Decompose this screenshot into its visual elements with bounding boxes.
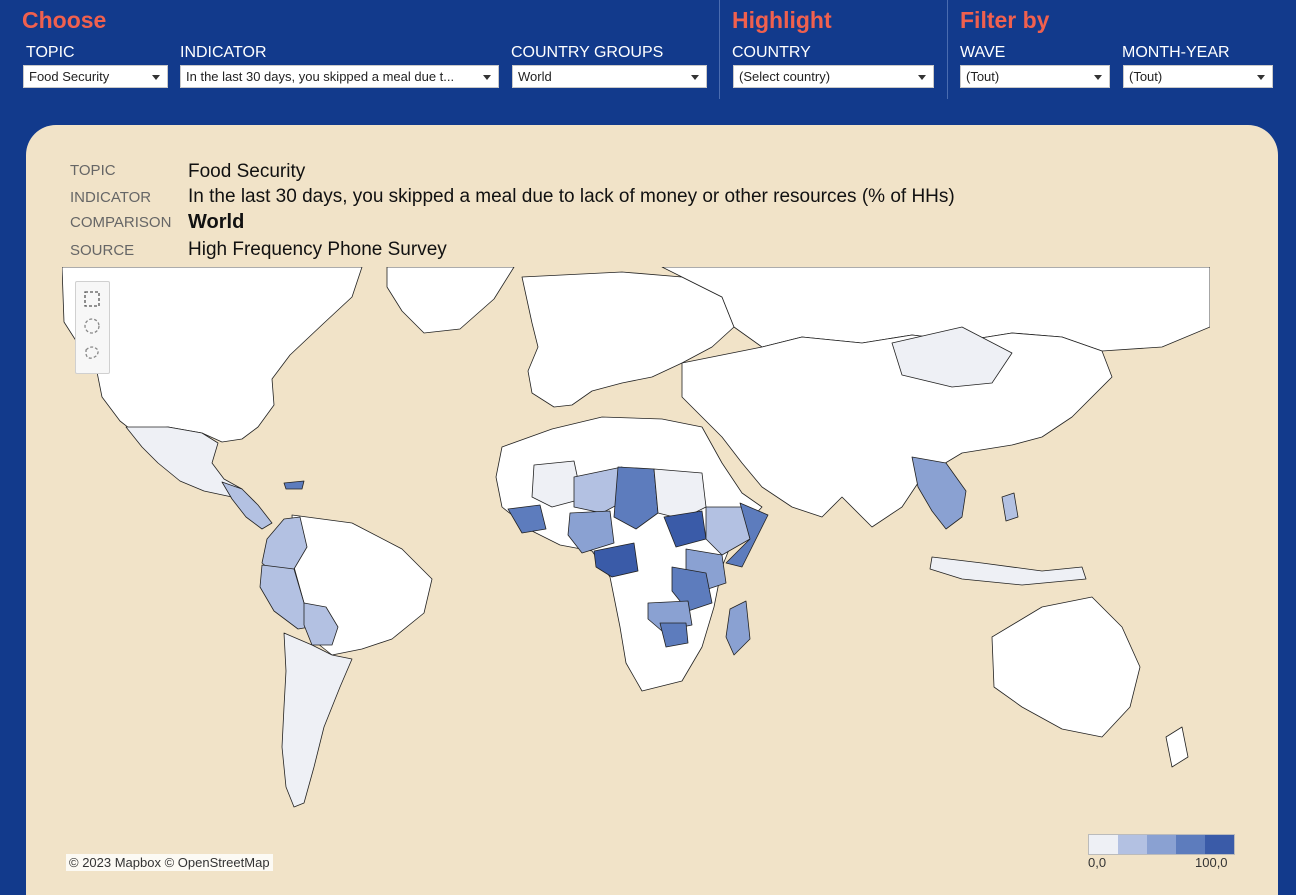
world-map[interactable] <box>61 266 1211 837</box>
info-comparison-value: World <box>188 211 245 233</box>
region-ethiopia <box>705 506 751 556</box>
region-zimbabwe <box>659 622 689 648</box>
region-mali <box>531 460 583 508</box>
month-year-label: MONTH-YEAR <box>1122 44 1230 61</box>
country-groups-label: COUNTRY GROUPS <box>511 44 664 61</box>
topic-label: TOPIC <box>26 44 75 61</box>
region-tanzania <box>671 566 713 612</box>
section-divider <box>719 0 720 99</box>
chevron-down-icon <box>152 75 160 80</box>
lasso-select-icon[interactable] <box>83 344 101 362</box>
legend-swatch <box>1089 835 1118 854</box>
color-legend <box>1088 834 1235 855</box>
month-year-dropdown-value: (Tout) <box>1129 69 1163 84</box>
topic-dropdown-value: Food Security <box>29 69 110 84</box>
country-dropdown[interactable]: (Select country) <box>733 65 934 88</box>
legend-swatch <box>1147 835 1176 854</box>
region-philippines <box>1001 492 1019 522</box>
info-source-value: High Frequency Phone Survey <box>188 239 447 260</box>
region-somalia <box>725 502 769 568</box>
chevron-down-icon <box>1257 75 1265 80</box>
region-mongolia <box>891 326 1013 388</box>
info-topic-key: TOPIC <box>70 162 116 179</box>
region-argentina-chile <box>281 632 353 808</box>
region-bolivia-paraguay <box>303 602 339 646</box>
wave-label: WAVE <box>960 44 1006 61</box>
rectangle-select-icon[interactable] <box>83 290 101 308</box>
region-nigeria <box>567 510 615 554</box>
legend-swatch <box>1118 835 1147 854</box>
legend-swatch <box>1176 835 1205 854</box>
world-map-svg[interactable] <box>61 266 1211 837</box>
region-congo <box>593 542 639 578</box>
country-label: COUNTRY <box>732 44 811 61</box>
legend-swatch <box>1205 835 1234 854</box>
region-peru <box>259 564 311 630</box>
info-indicator-value: In the last 30 days, you skipped a meal … <box>188 186 955 207</box>
section-divider <box>947 0 948 99</box>
legend-min-label: 0,0 <box>1088 855 1107 870</box>
region-asia <box>681 332 1113 528</box>
legend-max-label: 100,0 <box>1195 855 1228 870</box>
highlight-title: Highlight <box>732 7 832 33</box>
region-greenland <box>386 266 515 334</box>
country-groups-dropdown[interactable]: World <box>512 65 707 88</box>
region-australia <box>991 596 1141 738</box>
map-selection-toolbar <box>75 281 110 374</box>
filter-by-title: Filter by <box>960 7 1050 33</box>
region-chad <box>613 466 659 530</box>
chevron-down-icon <box>483 75 491 80</box>
wave-dropdown[interactable]: (Tout) <box>960 65 1110 88</box>
country-dropdown-value: (Select country) <box>739 69 831 84</box>
choose-title: Choose <box>22 7 107 33</box>
indicator-dropdown-value: In the last 30 days, you skipped a meal … <box>186 69 455 84</box>
country-groups-dropdown-value: World <box>518 69 552 84</box>
region-central-america <box>221 481 273 530</box>
topic-dropdown[interactable]: Food Security <box>23 65 168 88</box>
info-source-key: SOURCE <box>70 242 135 259</box>
chevron-down-icon <box>691 75 699 80</box>
info-indicator-key: INDICATOR <box>70 189 152 206</box>
region-west-coast <box>507 504 547 534</box>
indicator-label: INDICATOR <box>180 44 267 61</box>
map-attribution[interactable]: © 2023 Mapbox © OpenStreetMap <box>66 854 273 871</box>
region-hispaniola <box>283 480 305 490</box>
indicator-dropdown[interactable]: In the last 30 days, you skipped a meal … <box>180 65 499 88</box>
region-indonesia <box>929 556 1087 586</box>
chevron-down-icon <box>918 75 926 80</box>
region-myanmar-laos-cambodia <box>911 456 967 530</box>
radial-select-icon[interactable] <box>83 317 101 335</box>
info-topic-value: Food Security <box>188 161 306 182</box>
month-year-dropdown[interactable]: (Tout) <box>1123 65 1273 88</box>
region-new-zealand <box>1165 726 1189 768</box>
info-comparison-key: COMPARISON <box>70 214 172 231</box>
chevron-down-icon <box>1094 75 1102 80</box>
region-madagascar <box>725 600 751 656</box>
wave-dropdown-value: (Tout) <box>966 69 1000 84</box>
